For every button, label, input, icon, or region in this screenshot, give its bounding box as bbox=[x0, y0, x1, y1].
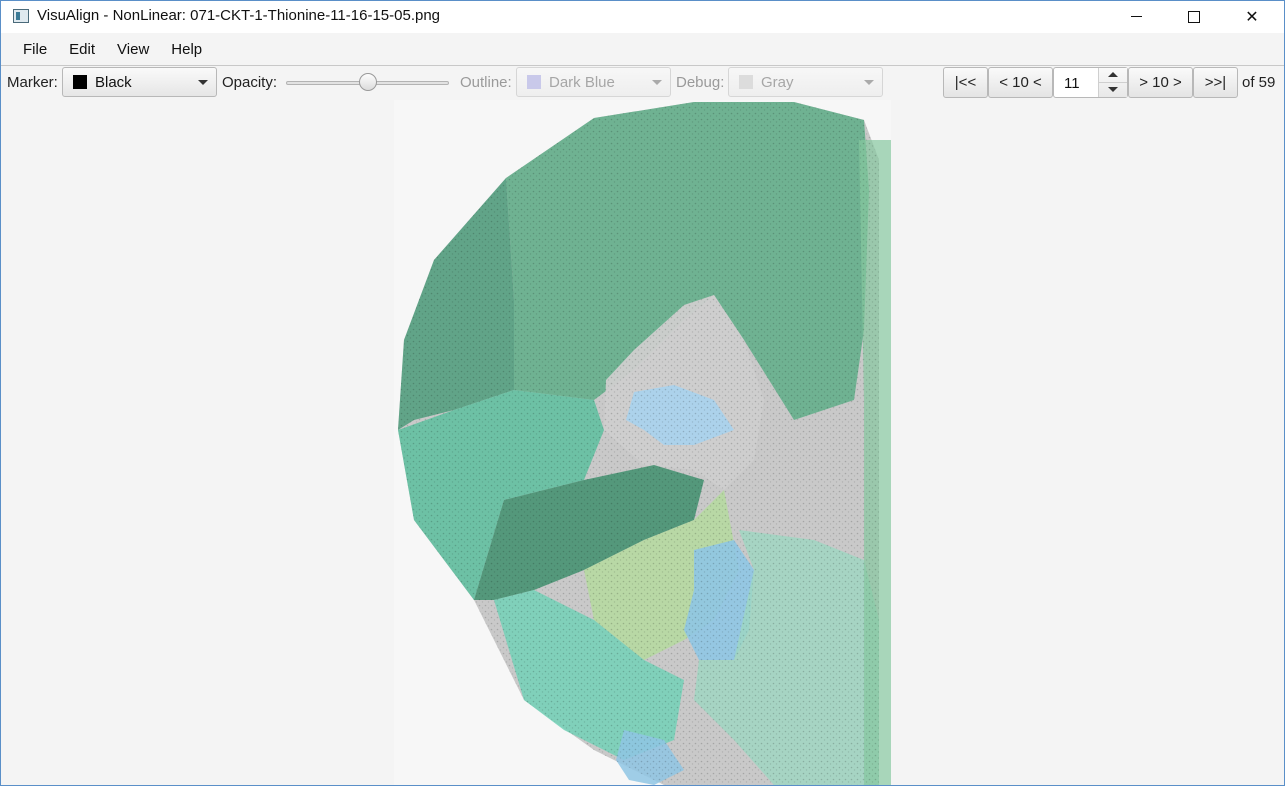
minimize-icon bbox=[1130, 16, 1142, 17]
spinner-buttons bbox=[1098, 68, 1127, 97]
debug-dropdown[interactable]: Gray bbox=[728, 67, 883, 97]
minimize-button[interactable] bbox=[1107, 1, 1165, 32]
chevron-down-icon bbox=[652, 80, 662, 85]
last-slice-button[interactable]: >>| bbox=[1193, 67, 1238, 98]
menu-bar: File Edit View Help bbox=[1, 33, 1284, 65]
registration-canvas[interactable] bbox=[1, 100, 1284, 785]
chevron-down-icon bbox=[864, 80, 874, 85]
chevron-down-icon bbox=[198, 80, 208, 85]
marker-label: Marker: bbox=[7, 74, 58, 91]
toolbar: Marker: Black Opacity: Outline: Dark Blu… bbox=[1, 66, 1284, 100]
slice-total-label: of 59 bbox=[1242, 74, 1276, 91]
maximize-icon bbox=[1188, 10, 1200, 23]
tissue-texture bbox=[398, 102, 879, 785]
slice-spinner[interactable]: 11 bbox=[1053, 67, 1128, 98]
opacity-label: Opacity: bbox=[222, 74, 278, 91]
marker-dropdown[interactable]: Black bbox=[62, 67, 217, 97]
outline-label: Outline: bbox=[460, 74, 512, 91]
back-10-button[interactable]: < 10 < bbox=[988, 67, 1053, 98]
menu-divider bbox=[1, 65, 1284, 66]
debug-value: Gray bbox=[761, 73, 794, 91]
brain-slice-overlay[interactable] bbox=[394, 100, 891, 785]
outline-dropdown[interactable]: Dark Blue bbox=[516, 67, 671, 97]
maximize-button[interactable] bbox=[1165, 1, 1223, 32]
window-title: VisuAlign - NonLinear: 071-CKT-1-Thionin… bbox=[37, 7, 441, 24]
menu-edit[interactable]: Edit bbox=[69, 40, 96, 58]
debug-color-swatch bbox=[739, 75, 753, 89]
menu-view[interactable]: View bbox=[117, 40, 150, 58]
outline-color-swatch bbox=[527, 75, 541, 89]
menu-help[interactable]: Help bbox=[171, 40, 203, 58]
first-slice-button[interactable]: |<< bbox=[943, 67, 988, 98]
forward-10-button[interactable]: > 10 > bbox=[1128, 67, 1193, 98]
title-bar[interactable]: VisuAlign - NonLinear: 071-CKT-1-Thionin… bbox=[1, 1, 1284, 33]
chevron-down-icon[interactable] bbox=[1108, 87, 1118, 92]
opacity-slider-thumb[interactable] bbox=[358, 73, 377, 91]
close-icon: ✕ bbox=[1245, 8, 1259, 26]
app-icon bbox=[13, 9, 29, 23]
outline-value: Dark Blue bbox=[549, 73, 615, 91]
spinner-divider bbox=[1099, 82, 1127, 83]
marker-value: Black bbox=[95, 73, 132, 91]
slice-number-input[interactable]: 11 bbox=[1064, 75, 1080, 92]
marker-color-swatch bbox=[73, 75, 87, 89]
debug-label: Debug: bbox=[676, 74, 725, 91]
menu-file[interactable]: File bbox=[23, 40, 48, 58]
chevron-up-icon[interactable] bbox=[1108, 72, 1118, 77]
close-button[interactable]: ✕ bbox=[1223, 1, 1281, 32]
